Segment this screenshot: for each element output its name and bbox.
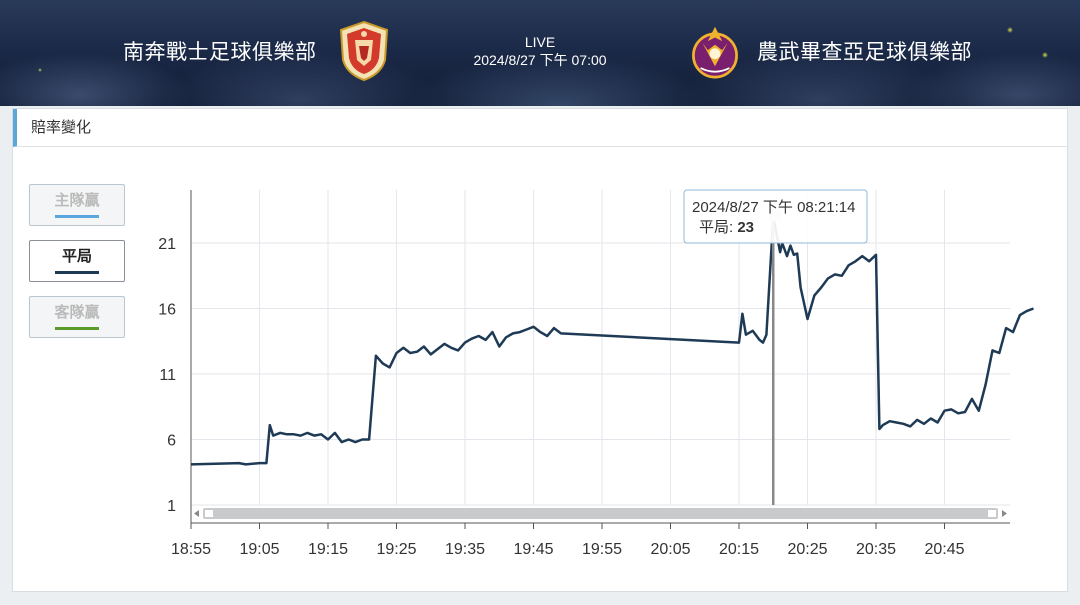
live-status: LIVE xyxy=(524,34,556,50)
y-tick-label: 21 xyxy=(158,236,176,253)
x-tick-label: 19:55 xyxy=(582,541,622,558)
toggle-away-win-label: 客隊贏 xyxy=(54,304,100,321)
tooltip-value-line: 平局: 23 xyxy=(699,219,754,236)
kickoff-time: 2024/8/27 下午 07:00 xyxy=(473,52,607,68)
chart-tooltip: 2024/8/27 下午 08:21:14 平局: 23 xyxy=(683,189,868,505)
x-tick-label: 20:15 xyxy=(719,541,759,558)
toggle-home-win[interactable]: 主隊贏 xyxy=(29,184,125,226)
y-tick-label: 11 xyxy=(159,367,176,384)
y-tick-label: 16 xyxy=(158,302,176,319)
scrollbar-right-handle[interactable] xyxy=(988,510,996,517)
away-team-crest-icon xyxy=(692,26,738,79)
away-team-name: 農武畢查亞足球俱樂部 xyxy=(757,41,972,64)
chart-axes: 18:55 19:05 19:15 19:25 19:35 19:45 19:55 20:05… xyxy=(158,190,1010,558)
scroll-right-arrow-icon[interactable] xyxy=(1002,510,1007,517)
toggle-home-win-swatch xyxy=(55,215,99,218)
scroll-left-arrow-icon[interactable] xyxy=(194,510,199,517)
x-tick-label: 20:45 xyxy=(924,541,964,558)
x-tick-label: 20:25 xyxy=(787,541,827,558)
series-line-draw xyxy=(190,215,1034,466)
x-tick-label: 19:45 xyxy=(513,541,553,558)
scrollbar-left-handle[interactable] xyxy=(205,510,213,517)
x-tick-label: 18:55 xyxy=(171,541,211,558)
x-tick-label: 20:05 xyxy=(650,541,690,558)
chart-scrollbar[interactable] xyxy=(194,508,1007,519)
toggle-home-win-label: 主隊贏 xyxy=(54,192,100,209)
panel-title: 賠率變化 xyxy=(13,109,1067,147)
toggle-draw-label: 平局 xyxy=(61,248,92,265)
x-tick-label: 19:15 xyxy=(308,541,348,558)
y-tick-label: 6 xyxy=(167,433,176,450)
toggle-draw-swatch xyxy=(55,271,99,274)
tooltip-time: 2024/8/27 下午 08:21:14 xyxy=(692,199,855,216)
toggle-away-win[interactable]: 客隊贏 xyxy=(29,296,125,338)
chart-series-layer xyxy=(190,215,1034,466)
x-tick-label: 19:35 xyxy=(445,541,485,558)
x-tick-label: 20:35 xyxy=(856,541,896,558)
home-team-name: 南奔戰士足球俱樂部 xyxy=(123,41,317,64)
x-tick-label: 19:25 xyxy=(376,541,416,558)
x-tick-label: 19:05 xyxy=(239,541,279,558)
scrollbar-track[interactable] xyxy=(203,508,998,519)
tooltip-box xyxy=(683,189,868,244)
y-tick-label: 1 xyxy=(167,498,176,515)
chart-grid xyxy=(190,190,1010,506)
match-status-block: LIVE 2024/8/27 下午 07:00 xyxy=(440,34,640,70)
series-toggle-group: 主隊贏 平局 客隊贏 xyxy=(29,184,125,352)
toggle-away-win-swatch xyxy=(55,327,99,330)
toggle-draw[interactable]: 平局 xyxy=(29,240,125,282)
match-header: 南奔戰士足球俱樂部 LIVE 2024/8/27 下午 07:00 農武畢查亞足… xyxy=(0,0,1080,106)
home-team-crest-icon xyxy=(339,20,389,82)
